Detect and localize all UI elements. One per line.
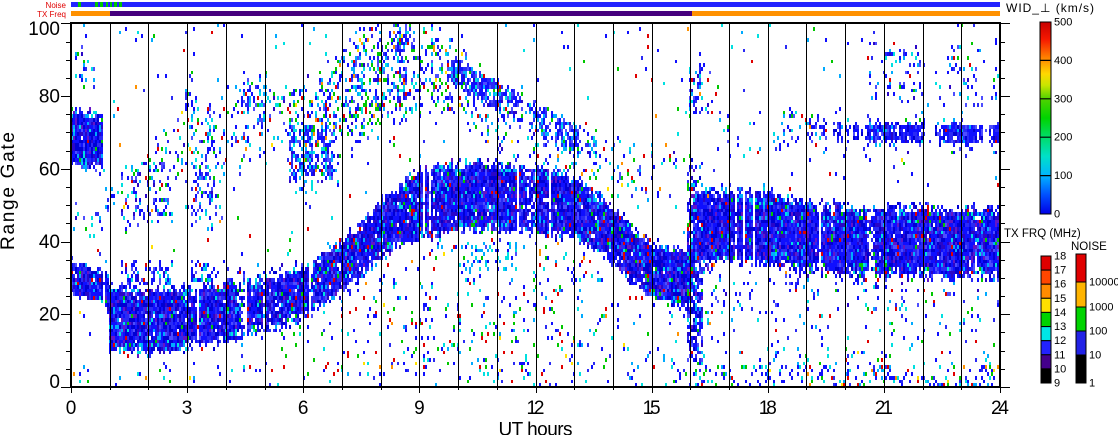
svg-text:24: 24 <box>991 398 1009 419</box>
svg-text:400: 400 <box>1054 55 1072 67</box>
svg-text:16: 16 <box>1054 279 1066 291</box>
svg-text:UT hours: UT hours <box>499 420 573 436</box>
svg-text:12: 12 <box>527 398 545 419</box>
svg-text:10: 10 <box>1054 363 1066 375</box>
svg-text:NOISE: NOISE <box>1071 241 1107 253</box>
svg-text:100: 100 <box>28 19 60 40</box>
svg-text:60: 60 <box>39 160 60 181</box>
svg-text:Range Gate: Range Gate <box>0 132 19 250</box>
svg-text:11: 11 <box>1054 349 1065 361</box>
svg-text:9: 9 <box>414 398 425 419</box>
svg-text:500: 500 <box>1054 17 1072 29</box>
svg-text:80: 80 <box>39 87 60 108</box>
svg-text:17: 17 <box>1054 265 1066 277</box>
svg-text:18: 18 <box>1054 251 1066 263</box>
svg-text:15: 15 <box>643 398 661 419</box>
svg-text:0: 0 <box>66 398 77 419</box>
svg-text:0: 0 <box>49 372 60 393</box>
svg-text:1: 1 <box>1089 378 1095 390</box>
svg-text:3: 3 <box>182 398 193 419</box>
svg-text:TX Freq: TX Freq <box>37 10 66 19</box>
svg-text:100: 100 <box>1089 326 1107 338</box>
svg-text:20: 20 <box>39 305 60 326</box>
svg-text:10: 10 <box>1089 350 1101 362</box>
svg-text:40: 40 <box>39 232 60 253</box>
svg-text:21: 21 <box>875 398 893 419</box>
svg-text:Noise: Noise <box>46 1 67 10</box>
svg-text:12: 12 <box>1054 335 1066 347</box>
svg-text:6: 6 <box>298 398 309 419</box>
svg-text:300: 300 <box>1054 93 1072 105</box>
svg-text:0: 0 <box>1054 209 1060 221</box>
svg-text:14: 14 <box>1054 307 1066 319</box>
svg-text:100: 100 <box>1054 170 1072 182</box>
svg-text:1000: 1000 <box>1089 302 1113 314</box>
svg-text:9: 9 <box>1054 378 1060 390</box>
svg-text:TX FRQ (MHz): TX FRQ (MHz) <box>1004 228 1081 240</box>
svg-text:18: 18 <box>759 398 777 419</box>
svg-text:WID_⊥ (km/s): WID_⊥ (km/s) <box>1006 1 1094 15</box>
svg-text:200: 200 <box>1054 132 1072 144</box>
svg-text:15: 15 <box>1054 293 1066 305</box>
svg-text:10000: 10000 <box>1089 277 1118 289</box>
svg-text:13: 13 <box>1054 321 1066 333</box>
